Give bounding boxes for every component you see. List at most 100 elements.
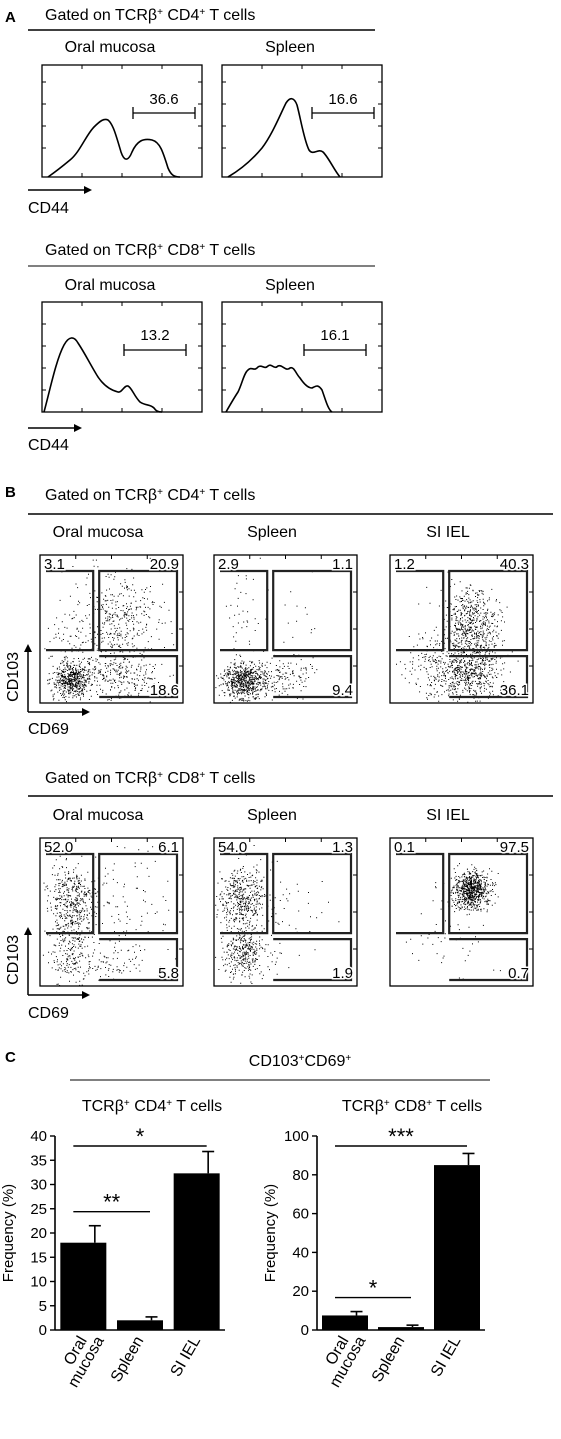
arrow-up-icon xyxy=(24,644,32,652)
category-label: Spleen xyxy=(369,1334,409,1386)
chart-1-title: TCRβ+ CD4+ T cells xyxy=(82,1098,222,1116)
arrow-right-icon xyxy=(82,708,90,716)
y-axis-label: Frequency (%) xyxy=(0,1184,17,1282)
gate-percentage: 16.6 xyxy=(328,91,357,108)
gate-bottom-right xyxy=(449,938,529,982)
panel-a-cd4-title: Gated on TCRβ+ CD4+ T cells xyxy=(45,7,255,25)
quadrant-value-top-right: 97.5 xyxy=(500,839,529,856)
significance-label: ** xyxy=(103,1190,121,1215)
y-axis-label: Frequency (%) xyxy=(262,1184,279,1282)
dot-cloud xyxy=(215,845,340,984)
quadrant-value-top-right: 6.1 xyxy=(158,839,179,856)
significance-label: * xyxy=(369,1276,378,1301)
category-label: Spleen xyxy=(108,1334,148,1386)
panel-a-cd8-title: Gated on TCRβ+ CD8+ T cells xyxy=(45,242,255,260)
quadrant-value-top-right: 1.1 xyxy=(332,556,353,573)
panel-b-cd8-tissue-3: SI IEL xyxy=(426,807,470,824)
panel-c-letter: C xyxy=(5,1049,16,1066)
panel-b-cd8-title: Gated on TCRβ+ CD8+ T cells xyxy=(45,770,255,788)
y-tick-label: 20 xyxy=(30,1225,47,1242)
y-tick-label: 5 xyxy=(39,1298,47,1315)
panel-a-cd8-tissue-2: Spleen xyxy=(265,277,315,294)
panel-a-cd4-tissue-1: Oral mucosa xyxy=(65,39,156,56)
gate-top-right xyxy=(448,569,529,652)
dot-cloud xyxy=(44,557,175,703)
bar xyxy=(117,1320,163,1330)
y-tick-label: 0 xyxy=(301,1322,309,1339)
dot-plot: 54.0 1.3 1.9 xyxy=(213,837,358,987)
quadrant-value-top-left: 1.2 xyxy=(394,556,415,573)
histogram-curve xyxy=(227,97,341,178)
gate-top-right xyxy=(272,569,353,652)
histogram-cd4-spleen: 16.6 xyxy=(221,64,383,178)
hist-ticks xyxy=(222,302,382,412)
panel-b-cd4-dotplots: 3.1 20.9 18.6 2.9 1.1 9.4 1.2 40.3 36.1 xyxy=(39,554,534,704)
quadrant-value-top-right: 1.3 xyxy=(332,839,353,856)
chart-2-title: TCRβ+ CD8+ T cells xyxy=(342,1098,482,1116)
quadrant-value-top-right: 40.3 xyxy=(500,556,529,573)
arrow-up-icon xyxy=(24,927,32,935)
panel-b-cd8-tissue-2: Spleen xyxy=(247,807,297,824)
quadrant-value-top-right: 20.9 xyxy=(150,556,179,573)
panel-a-cd4-tissue-2: Spleen xyxy=(265,39,315,56)
histogram-cd8-oral-mucosa: 13.2 xyxy=(41,301,203,413)
dot-plot: 2.9 1.1 9.4 xyxy=(213,554,358,704)
panel-a-letter: A xyxy=(5,9,16,26)
gate-percentage: 13.2 xyxy=(140,327,169,344)
y-tick-label: 100 xyxy=(284,1128,309,1145)
bar xyxy=(378,1327,424,1330)
gate-top-right xyxy=(448,852,529,935)
gate-top-left xyxy=(396,569,445,652)
category-label: SI IEL xyxy=(168,1333,205,1379)
quadrant-value-bottom-right: 18.6 xyxy=(150,682,179,699)
arrow-head-icon xyxy=(74,424,82,432)
gate-bottom-right xyxy=(99,655,179,699)
histogram-cd8-spleen: 16.1 xyxy=(221,301,383,413)
gate-bottom-right xyxy=(99,938,179,982)
panel-b-cd4-tissue-3: SI IEL xyxy=(426,524,470,541)
gate-top-left xyxy=(396,852,445,935)
y-tick-label: 20 xyxy=(292,1283,309,1300)
dot-cloud xyxy=(405,863,501,980)
hist-ticks xyxy=(222,65,382,177)
gate-top-left xyxy=(220,569,269,652)
quadrant-value-top-left: 2.9 xyxy=(218,556,239,573)
y-tick-label: 35 xyxy=(30,1152,47,1169)
gate-top-right xyxy=(98,852,179,935)
dot-plot: 52.0 6.1 5.8 xyxy=(39,837,184,987)
dot-cloud xyxy=(215,557,318,703)
significance-label: * xyxy=(136,1124,145,1149)
y-tick-label: 60 xyxy=(292,1206,309,1223)
cd44-axis-label-2: CD44 xyxy=(28,437,69,454)
y-tick-label: 0 xyxy=(39,1322,47,1339)
cd44-axis-label: CD44 xyxy=(28,200,69,217)
bar xyxy=(60,1242,107,1330)
bar xyxy=(173,1173,220,1330)
bar xyxy=(434,1165,480,1330)
gate-top-right xyxy=(98,569,179,652)
gate-bottom-right xyxy=(273,938,353,982)
category-label: SI IEL xyxy=(428,1333,465,1379)
panel-b-cd4-tissue-1: Oral mucosa xyxy=(53,524,144,541)
histogram-curve xyxy=(43,337,163,413)
quadrant-value-bottom-right: 1.9 xyxy=(332,965,353,982)
panel-b-letter: B xyxy=(5,484,16,501)
quadrant-value-bottom-right: 36.1 xyxy=(500,682,529,699)
y-tick-label: 30 xyxy=(30,1177,47,1194)
gate-top-left xyxy=(46,852,95,935)
quadrant-value-top-left: 0.1 xyxy=(394,839,415,856)
panel-c-header: CD103+CD69+ xyxy=(249,1053,352,1071)
quadrant-value-bottom-right: 9.4 xyxy=(332,682,353,699)
panel-b-cd8-axes: CD103 CD69 xyxy=(5,927,90,1022)
cd69-axis-label-2: CD69 xyxy=(28,1005,69,1022)
y-tick-label: 10 xyxy=(30,1274,47,1291)
hist-ticks xyxy=(42,302,202,412)
panel-b-cd4-tissue-2: Spleen xyxy=(247,524,297,541)
dot-plot: 3.1 20.9 18.6 xyxy=(39,554,184,704)
quadrant-value-bottom-right: 0.7 xyxy=(508,965,529,982)
histogram-cd4-oral-mucosa: 36.6 xyxy=(41,64,203,178)
panel-b-cd4-title: Gated on TCRβ+ CD4+ T cells xyxy=(45,487,255,505)
